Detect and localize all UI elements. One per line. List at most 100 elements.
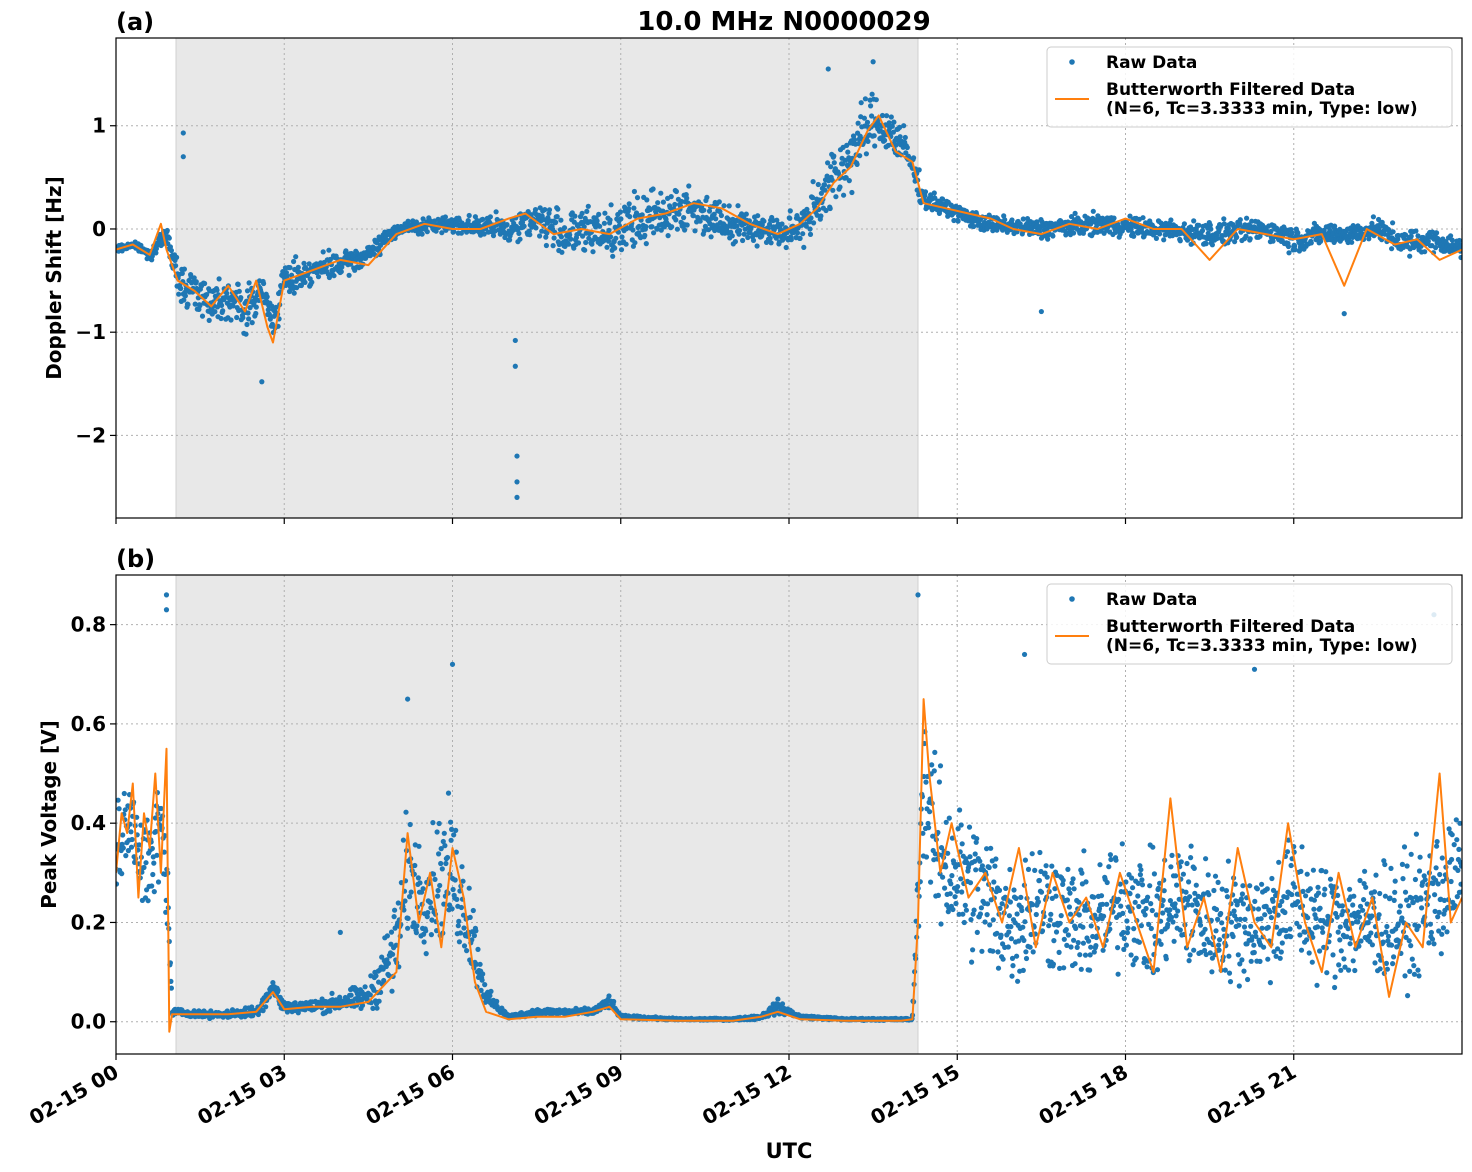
raw-data-point	[1237, 221, 1243, 227]
raw-data-point	[1389, 246, 1395, 252]
raw-data-point	[554, 214, 560, 220]
raw-data-point	[561, 225, 568, 231]
raw-data-point	[1006, 913, 1013, 919]
raw-data-point	[580, 233, 586, 239]
raw-data-point	[1090, 208, 1096, 214]
raw-data-point	[407, 821, 413, 828]
raw-data-point	[579, 210, 585, 216]
raw-data-point	[626, 201, 632, 207]
raw-data-point	[1172, 901, 1178, 907]
raw-data-point	[1261, 944, 1267, 950]
raw-data-point	[234, 314, 240, 321]
raw-data-point	[466, 885, 472, 891]
raw-data-point	[402, 898, 408, 904]
raw-data-point	[1002, 217, 1008, 223]
raw-data-point	[1053, 893, 1059, 899]
raw-data-point	[1053, 929, 1060, 935]
raw-data-point	[329, 990, 335, 997]
raw-data-point	[993, 856, 999, 862]
raw-data-outlier	[1038, 308, 1044, 315]
raw-data-point	[181, 266, 187, 272]
raw-data-point	[674, 226, 681, 232]
raw-data-point	[721, 203, 727, 209]
raw-data-point	[1425, 238, 1431, 244]
raw-data-point	[1186, 958, 1192, 964]
raw-data-point	[754, 243, 760, 249]
raw-data-point	[994, 930, 1000, 936]
raw-data-point	[405, 915, 411, 922]
raw-data-point	[879, 112, 886, 119]
raw-data-point	[119, 871, 125, 877]
raw-data-point	[1187, 894, 1193, 900]
raw-data-point	[424, 229, 430, 235]
raw-data-point	[263, 1004, 269, 1010]
raw-data-point	[220, 308, 226, 314]
raw-data-point	[1066, 886, 1072, 892]
raw-data-point	[611, 998, 617, 1005]
raw-data-point	[1014, 911, 1020, 917]
y-axis-label: Doppler Shift [Hz]	[42, 176, 66, 380]
raw-data-outlier	[512, 337, 518, 344]
raw-data-point	[1009, 217, 1015, 223]
raw-data-point	[423, 951, 429, 957]
raw-data-point	[1160, 897, 1166, 904]
raw-data-point	[1251, 949, 1257, 956]
raw-data-point	[1271, 949, 1277, 955]
raw-data-point	[1248, 923, 1254, 929]
raw-data-point	[1315, 890, 1322, 896]
raw-data-point	[1019, 907, 1025, 914]
raw-data-point	[1095, 916, 1101, 922]
raw-data-point	[270, 980, 276, 986]
raw-data-point	[1242, 916, 1248, 923]
raw-data-point	[504, 222, 510, 228]
raw-data-point	[176, 291, 182, 297]
raw-data-point	[958, 876, 964, 882]
raw-data-point	[1118, 903, 1124, 909]
raw-data-point	[940, 874, 946, 880]
raw-data-point	[442, 843, 448, 849]
raw-data-point	[882, 137, 888, 143]
raw-data-point	[1046, 923, 1052, 929]
raw-data-point	[458, 904, 464, 911]
raw-data-point	[473, 928, 479, 934]
raw-data-point	[1171, 938, 1177, 944]
raw-data-point	[631, 205, 637, 211]
raw-data-point	[1303, 893, 1309, 899]
raw-data-point	[1072, 210, 1078, 216]
raw-data-point	[455, 923, 461, 929]
raw-data-point	[473, 961, 480, 967]
raw-data-point	[386, 972, 392, 979]
raw-data-point	[1137, 872, 1143, 878]
raw-data-point	[1278, 949, 1284, 955]
raw-data-point	[1088, 944, 1094, 950]
raw-data-point	[1173, 873, 1179, 879]
raw-data-point	[1038, 889, 1045, 895]
raw-data-point	[1263, 903, 1269, 909]
raw-data-point	[979, 863, 986, 869]
raw-data-point	[733, 217, 740, 223]
raw-data-point	[1098, 893, 1105, 899]
raw-data-point	[701, 207, 707, 213]
raw-data-point	[1080, 940, 1086, 946]
raw-data-point	[1236, 983, 1242, 989]
raw-data-point	[459, 864, 465, 870]
raw-data-point	[163, 909, 169, 915]
raw-data-point	[456, 918, 462, 924]
raw-data-point	[1215, 916, 1221, 923]
raw-data-point	[633, 210, 640, 216]
raw-data-point	[741, 231, 747, 237]
raw-data-point	[932, 749, 938, 756]
raw-data-point	[1051, 938, 1057, 944]
raw-data-point	[660, 199, 667, 205]
raw-data-point	[945, 850, 951, 856]
raw-data-point	[822, 187, 828, 193]
raw-data-point	[243, 331, 249, 337]
raw-data-point	[807, 231, 814, 237]
raw-data-point	[1194, 901, 1200, 908]
raw-data-point	[1456, 237, 1462, 244]
legend-raw-label: Raw Data	[1106, 53, 1197, 73]
raw-data-point	[461, 925, 467, 931]
raw-data-point	[1068, 944, 1074, 950]
raw-data-point	[427, 899, 433, 906]
raw-data-point	[871, 133, 877, 139]
